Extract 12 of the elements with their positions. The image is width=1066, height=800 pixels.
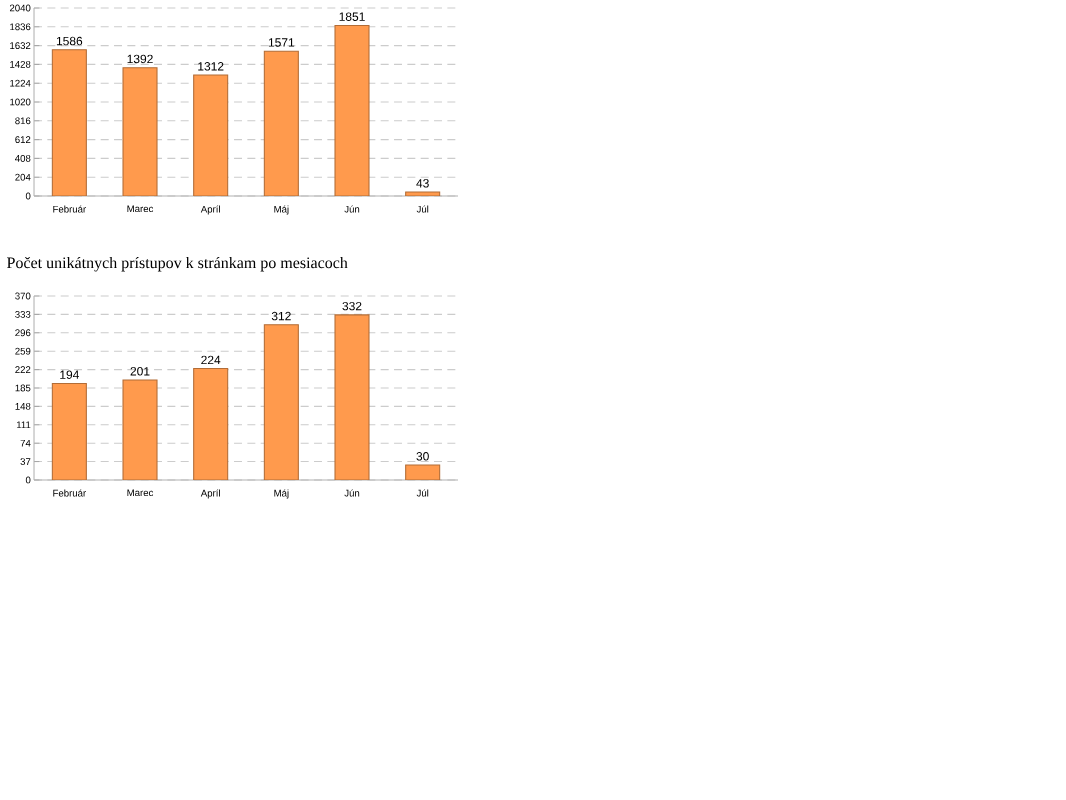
bar [51, 49, 87, 197]
chart-title: Počet unikátnych prístupov k stránkam po mesiacoch [7, 256, 348, 272]
bar [51, 382, 87, 480]
bar [193, 74, 229, 197]
bar [193, 368, 229, 480]
bar [122, 379, 158, 480]
bar [263, 324, 299, 480]
bar [334, 24, 370, 197]
bar [334, 314, 370, 480]
bar [405, 464, 441, 480]
bar [263, 50, 299, 197]
bar [122, 67, 158, 197]
